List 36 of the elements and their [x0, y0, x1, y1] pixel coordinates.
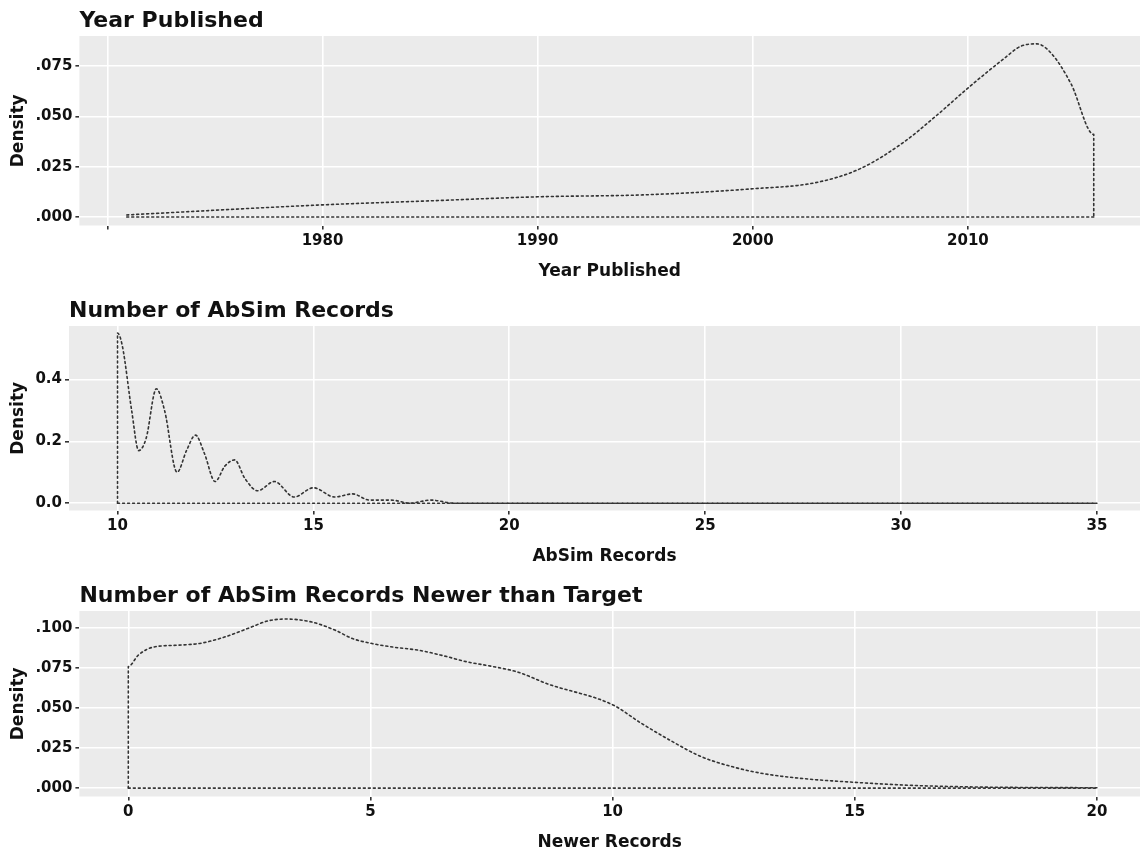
- x-tick-label: 30: [890, 516, 912, 535]
- y-axis-title: Density: [6, 667, 27, 741]
- chart-title: Number of AbSim Records: [68, 296, 394, 322]
- y-axis-title: Density: [6, 381, 27, 455]
- x-tick-label: 10: [602, 802, 624, 821]
- y-tick-label: .025: [35, 156, 73, 175]
- y-tick-label: 0.2: [35, 431, 62, 450]
- x-tick-label: 25: [694, 516, 716, 535]
- y-tick-label: .050: [35, 697, 73, 716]
- y-tick-label: .000: [35, 778, 73, 796]
- x-tick-label: 15: [302, 516, 324, 535]
- x-tick-label: 20: [1086, 802, 1108, 821]
- x-axis-title: AbSim Records: [532, 545, 677, 566]
- x-tick-label: 10: [107, 516, 128, 535]
- y-tick-label: .075: [35, 657, 73, 676]
- x-tick-label: 2010: [947, 231, 989, 250]
- y-tick-label: .075: [35, 55, 73, 74]
- x-tick-label: 0: [123, 802, 134, 821]
- x-tick-label: 5: [365, 802, 376, 821]
- y-tick-label: .000: [35, 206, 73, 225]
- y-tick-label: .100: [35, 617, 73, 636]
- x-tick-label: 20: [498, 516, 520, 535]
- y-tick-label: .050: [35, 106, 73, 125]
- x-axis-title: Year Published: [537, 260, 681, 281]
- y-axis-title: Density: [6, 94, 27, 168]
- x-tick-label: 1990: [516, 231, 559, 250]
- y-tick-label: 0.0: [35, 493, 62, 512]
- y-tick-label: 0.4: [35, 369, 62, 388]
- x-tick-label: 2000: [731, 231, 774, 250]
- x-tick-label: 15: [844, 802, 866, 821]
- chart-title: Number of AbSim Records Newer than Target: [79, 581, 644, 607]
- chart-title: Year Published: [78, 6, 264, 32]
- y-tick-label: .025: [35, 737, 73, 756]
- x-axis-title: Newer Records: [537, 831, 682, 852]
- x-tick-label: 35: [1086, 516, 1108, 535]
- x-tick-label: 1980: [301, 231, 344, 250]
